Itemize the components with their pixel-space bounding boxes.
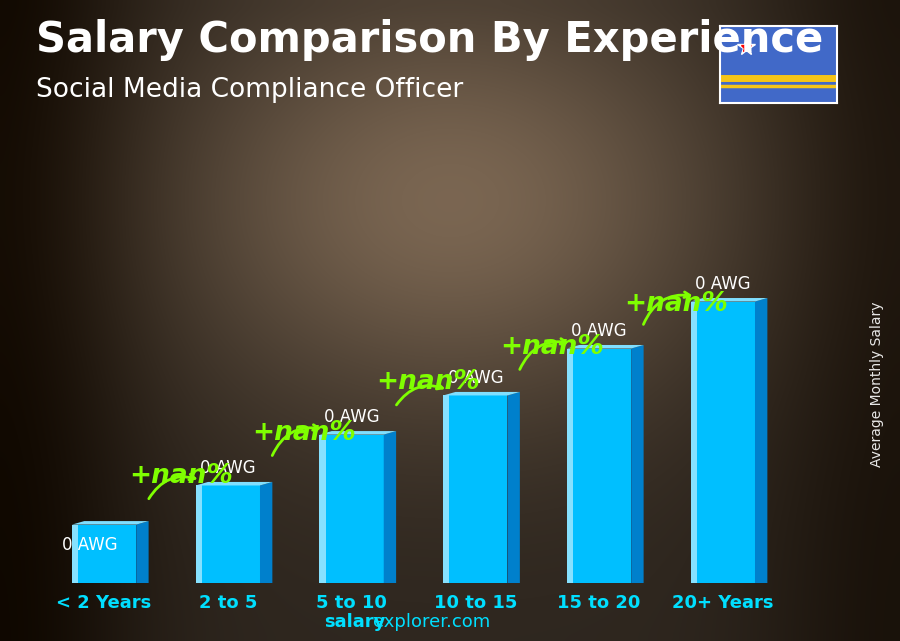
Polygon shape [136,521,149,583]
Polygon shape [567,349,631,583]
Text: 0 AWG: 0 AWG [695,276,751,294]
Polygon shape [508,392,520,583]
Text: Salary Comparison By Experience: Salary Comparison By Experience [36,19,824,62]
Polygon shape [690,301,697,583]
Polygon shape [755,298,768,583]
Polygon shape [383,431,396,583]
Polygon shape [195,485,260,583]
Text: 0 AWG: 0 AWG [447,369,503,387]
Polygon shape [72,524,78,583]
Polygon shape [72,521,148,524]
Polygon shape [567,345,644,349]
Polygon shape [320,435,326,583]
Text: salary: salary [324,613,385,631]
Polygon shape [72,524,136,583]
Text: 0 AWG: 0 AWG [62,537,118,554]
Text: +nan%: +nan% [376,369,480,395]
Text: +nan%: +nan% [624,291,727,317]
Polygon shape [443,392,520,395]
Polygon shape [443,395,508,583]
Text: 0 AWG: 0 AWG [324,408,380,426]
Polygon shape [631,345,644,583]
Polygon shape [567,349,573,583]
Polygon shape [443,395,449,583]
Text: +nan%: +nan% [253,420,356,446]
Polygon shape [690,298,768,301]
Polygon shape [260,482,273,583]
Polygon shape [320,431,396,435]
Text: explorer.com: explorer.com [374,613,491,631]
Text: Social Media Compliance Officer: Social Media Compliance Officer [36,77,464,103]
Polygon shape [690,301,755,583]
Text: +nan%: +nan% [500,334,604,360]
Polygon shape [320,435,383,583]
Text: +nan%: +nan% [129,463,232,489]
Text: 0 AWG: 0 AWG [200,459,256,478]
Polygon shape [195,485,202,583]
Text: Average Monthly Salary: Average Monthly Salary [870,302,885,467]
Text: 0 AWG: 0 AWG [572,322,627,340]
Polygon shape [195,482,273,485]
